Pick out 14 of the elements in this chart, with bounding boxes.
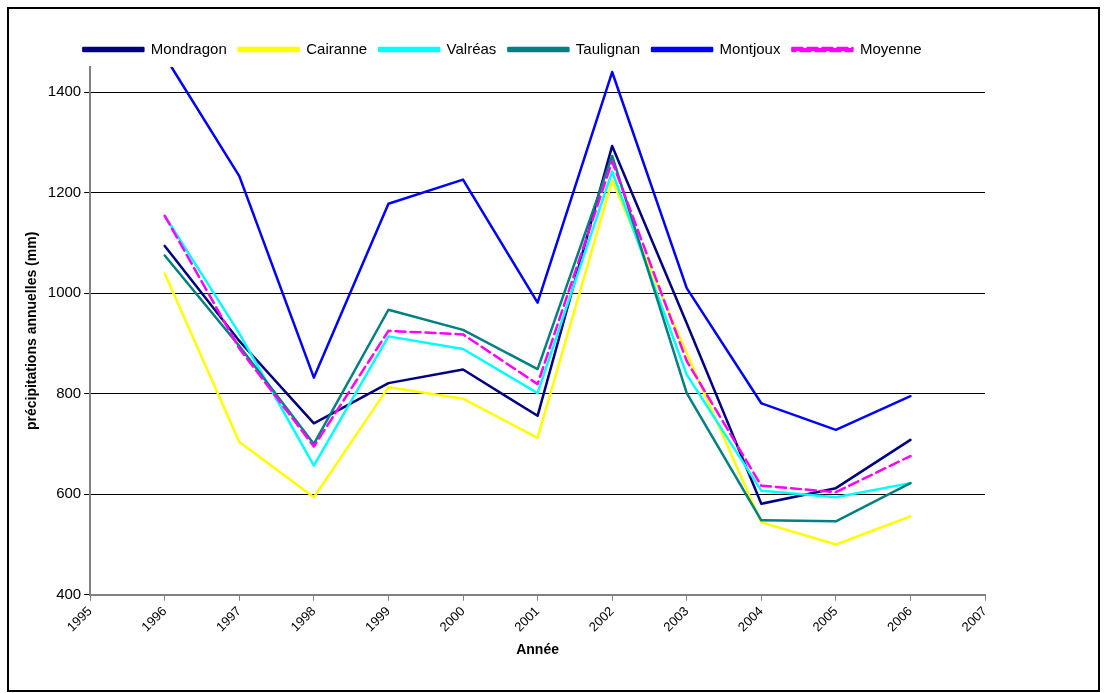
legend-label: Cairanne xyxy=(306,39,368,57)
legend-label: Moyenne xyxy=(859,39,922,57)
y-tick-label: 1200 xyxy=(47,182,82,200)
y-axis-title: précipitations annuelles (mm) xyxy=(23,231,40,431)
legend-label: Valréas xyxy=(446,39,497,57)
legend-label: Montjoux xyxy=(719,39,781,57)
legend-label: Mondragon xyxy=(150,39,227,57)
y-tick-label: 400 xyxy=(56,584,82,602)
y-tick-label: 1400 xyxy=(47,82,82,100)
y-tick-label: 1000 xyxy=(47,283,82,301)
y-tick-label: 800 xyxy=(56,383,82,401)
y-tick-label: 600 xyxy=(56,484,82,502)
x-axis-title: Année xyxy=(516,641,560,658)
legend-label: Taulignan xyxy=(575,39,641,57)
